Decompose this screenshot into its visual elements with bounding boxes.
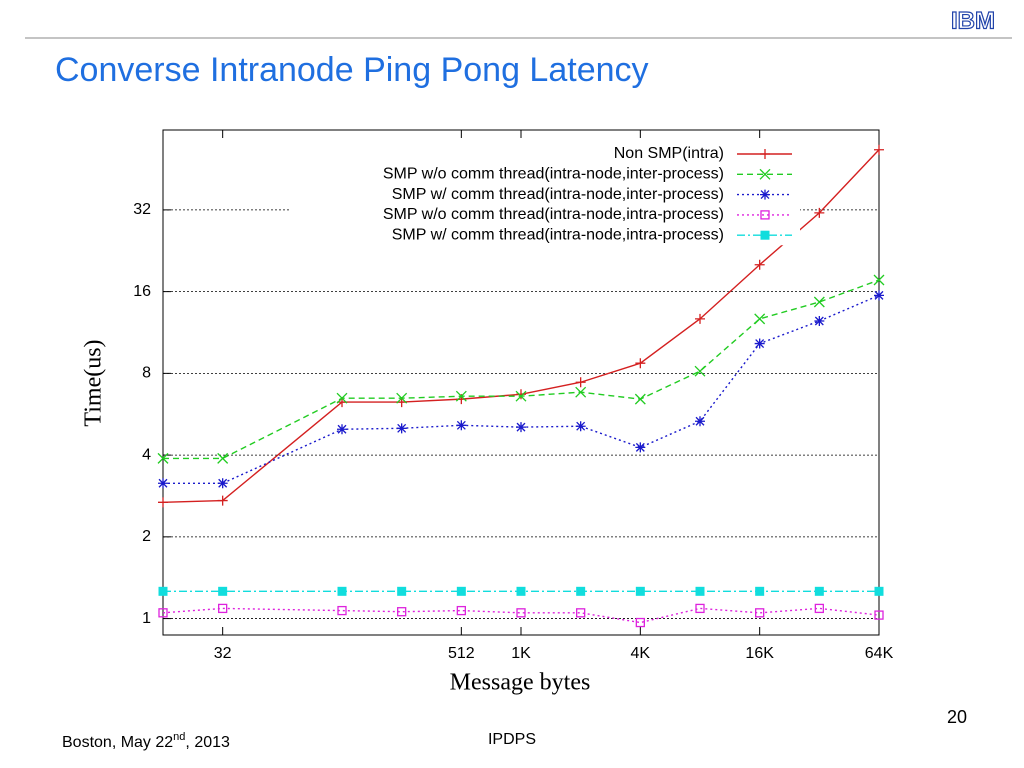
legend-label: SMP w/o comm thread(intra-node,intra-pro… bbox=[383, 206, 724, 223]
legend-label: SMP w/ comm thread(intra-node,inter-proc… bbox=[392, 186, 724, 203]
footer-center: IPDPS bbox=[488, 731, 536, 748]
data-point bbox=[575, 377, 586, 388]
data-point bbox=[874, 144, 884, 155]
data-point bbox=[874, 586, 884, 596]
data-point bbox=[695, 603, 705, 614]
series-line bbox=[163, 279, 880, 460]
data-point bbox=[814, 586, 824, 596]
data-point bbox=[158, 497, 168, 508]
data-point bbox=[634, 393, 646, 405]
data-point bbox=[158, 608, 168, 618]
series-line bbox=[163, 294, 880, 484]
data-point bbox=[755, 586, 765, 596]
y-tick-label: 16 bbox=[133, 283, 151, 300]
slide-title: Converse Intranode Ping Pong Latency bbox=[55, 51, 649, 89]
y-axis-label: Time(us) bbox=[81, 339, 107, 426]
data-point bbox=[694, 365, 706, 377]
x-tick-label: 32 bbox=[214, 645, 232, 662]
data-point bbox=[516, 389, 526, 400]
x-axis-label: Message bytes bbox=[450, 670, 591, 696]
data-point bbox=[695, 416, 705, 427]
data-point bbox=[813, 296, 825, 308]
page-number: 20 bbox=[947, 707, 967, 727]
logo: IBM bbox=[951, 7, 995, 34]
data-point bbox=[754, 259, 765, 270]
data-point bbox=[635, 358, 646, 369]
data-point bbox=[754, 313, 766, 325]
x-tick-label: 4K bbox=[631, 645, 651, 662]
data-point bbox=[456, 605, 466, 616]
data-point bbox=[516, 608, 526, 618]
data-point bbox=[158, 586, 168, 596]
data-point bbox=[217, 452, 229, 464]
data-point bbox=[337, 586, 347, 596]
data-point bbox=[456, 420, 467, 431]
data-point bbox=[814, 603, 824, 614]
footer-superscript: nd bbox=[173, 731, 185, 743]
legend-marker bbox=[759, 168, 771, 180]
series-line bbox=[162, 149, 880, 504]
data-point bbox=[217, 478, 228, 489]
data-point bbox=[635, 586, 645, 596]
data-point bbox=[157, 452, 169, 464]
legend-label: SMP w/o comm thread(intra-node,inter-pro… bbox=[383, 166, 724, 183]
legend-label: Non SMP(intra) bbox=[614, 145, 724, 162]
legend-marker bbox=[760, 210, 770, 220]
x-tick-label: 64K bbox=[865, 645, 894, 662]
data-point bbox=[874, 290, 884, 301]
legend-background bbox=[290, 184, 800, 205]
footer-text: , 2013 bbox=[185, 734, 230, 751]
data-point bbox=[814, 207, 825, 218]
legend-background bbox=[290, 204, 800, 225]
legend-background bbox=[290, 164, 800, 185]
y-tick-label: 32 bbox=[133, 201, 151, 218]
data-point bbox=[218, 603, 228, 614]
data-point bbox=[337, 424, 347, 435]
legend-marker bbox=[760, 230, 770, 240]
legend-marker bbox=[760, 189, 770, 200]
y-tick-label: 4 bbox=[142, 446, 151, 463]
series-line bbox=[162, 607, 880, 624]
data-point bbox=[576, 608, 586, 618]
data-point bbox=[337, 605, 347, 616]
data-point bbox=[576, 586, 586, 596]
data-point bbox=[218, 586, 228, 596]
data-point bbox=[873, 274, 885, 286]
data-point bbox=[396, 423, 407, 434]
footer-text: Boston, May 22 bbox=[62, 734, 173, 751]
data-point bbox=[814, 316, 825, 327]
data-point bbox=[397, 607, 407, 617]
legend-background bbox=[290, 225, 800, 246]
data-point bbox=[456, 586, 466, 596]
x-tick-label: 1K bbox=[511, 645, 531, 662]
data-point bbox=[516, 586, 526, 596]
data-point bbox=[635, 617, 645, 628]
footer-left: Boston, May 22nd, 2013 bbox=[62, 731, 230, 751]
data-point bbox=[755, 608, 765, 618]
data-point bbox=[158, 478, 168, 489]
y-tick-label: 2 bbox=[142, 528, 151, 545]
legend-marker bbox=[760, 149, 770, 159]
data-point bbox=[397, 586, 407, 596]
x-tick-label: 512 bbox=[448, 645, 475, 662]
legend-label: SMP w/ comm thread(intra-node,intra-proc… bbox=[392, 226, 724, 243]
x-tick-label: 16K bbox=[745, 645, 774, 662]
data-point bbox=[516, 422, 526, 433]
data-point bbox=[217, 495, 228, 506]
data-point bbox=[396, 392, 408, 404]
data-point bbox=[575, 386, 587, 398]
data-point bbox=[515, 390, 527, 402]
data-point bbox=[874, 610, 884, 620]
legend-background bbox=[290, 144, 800, 164]
data-point bbox=[455, 390, 467, 402]
y-tick-label: 8 bbox=[142, 365, 151, 382]
data-point bbox=[575, 421, 586, 432]
data-point bbox=[336, 392, 348, 404]
data-point bbox=[695, 586, 705, 596]
data-point bbox=[695, 313, 705, 324]
data-point bbox=[754, 338, 765, 349]
y-tick-label: 1 bbox=[142, 610, 151, 627]
data-point bbox=[635, 442, 646, 453]
